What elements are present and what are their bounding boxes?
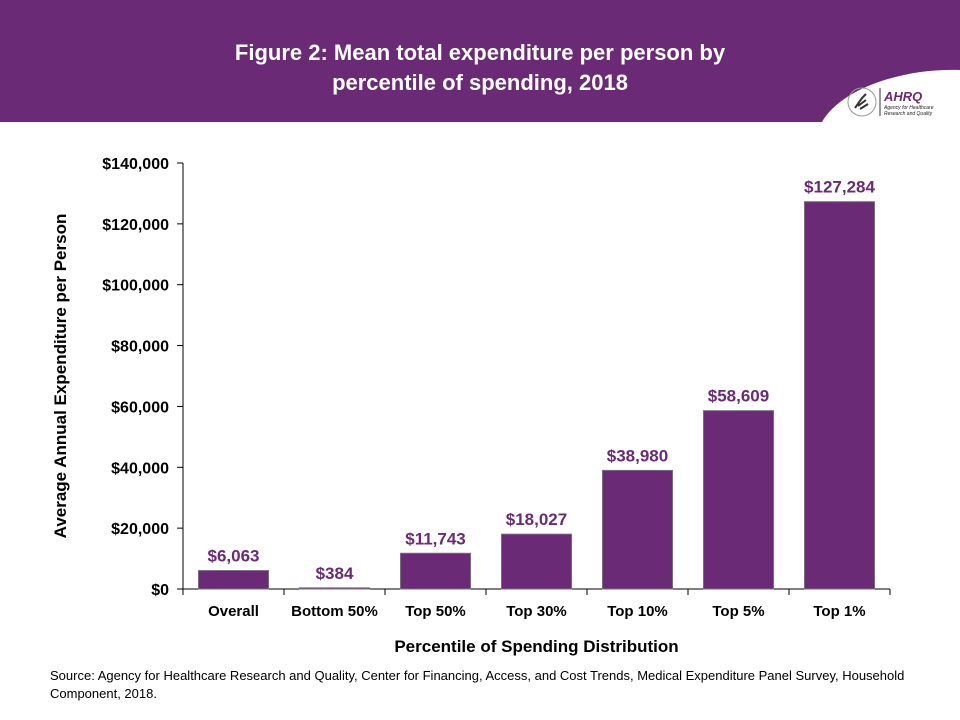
bar-chart: $0 $20,000 $40,000 $60,000 $80,000 $100,000 $1… [51,156,891,656]
y-tick-label: $40,000 [111,460,169,477]
y-tick-label: $140,000 [102,156,169,173]
data-label: $384 [316,564,354,583]
bar-top-5- [703,410,774,590]
title-line-2: percentile of spending, 2018 [332,70,628,95]
bar-top-30- [501,533,572,590]
y-tick-label: $20,000 [111,521,169,538]
ahrq-logo: AHRQ Agency for Healthcare Research and … [847,87,934,117]
svg-text:AHRQ: AHRQ [883,89,922,104]
data-label: $18,027 [506,510,567,529]
x-tick-label: Top 5% [712,603,764,620]
x-tick-label: Bottom 50% [291,603,378,620]
data-label: $58,609 [708,387,769,406]
data-label: $11,743 [405,529,466,548]
y-tick-label: $80,000 [111,339,169,356]
data-label: $127,284 [804,178,875,197]
title-line-1: Figure 2: Mean total expenditure per per… [234,40,726,65]
hhs-eagle-icon [847,87,877,117]
y-tick-label: $60,000 [111,399,169,416]
y-tick-label: $0 [151,582,169,599]
x-tick-label: Top 10% [607,603,668,620]
data-label: $38,980 [607,446,668,465]
x-tick-label: Top 30% [506,603,567,620]
svg-text:Agency for Healthcare: Agency for Healthcare [883,105,934,111]
data-label: $6,063 [208,547,260,566]
bar-top-50- [400,552,471,590]
page-title: Figure 2: Mean total expenditure per per… [0,38,960,98]
x-tick-label: Top 50% [405,603,466,620]
svg-text:Research and Quality: Research and Quality [884,111,933,117]
bar-bottom-50- [299,587,370,590]
x-tick-label: Top 1% [813,603,865,620]
bar-top-10- [602,469,673,590]
y-axis-title: Average Annual Expenditure per Person [51,214,70,539]
bar-overall [198,570,269,590]
header-banner [0,0,960,122]
y-tick-label: $100,000 [102,278,169,295]
bar-top-1- [804,201,875,590]
y-tick-label: $120,000 [102,217,169,234]
x-tick-label: Overall [208,603,259,620]
source-note: Source: Agency for Healthcare Research a… [50,668,905,701]
x-axis-title: Percentile of Spending Distribution [394,637,678,656]
